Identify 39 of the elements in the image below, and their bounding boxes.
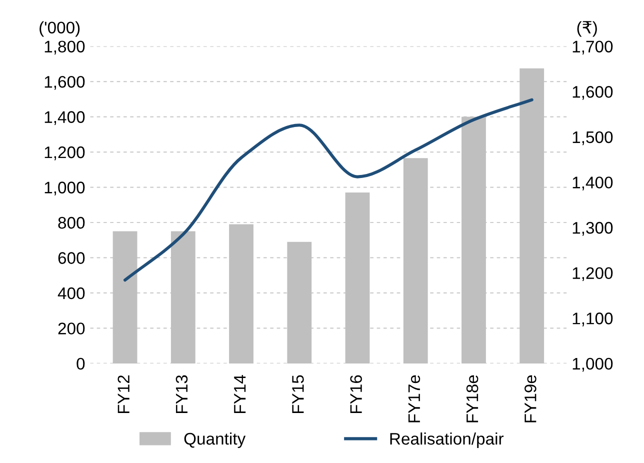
y2-tick-label: 1,200 [572, 267, 613, 282]
legend-label: Realisation/pair [390, 432, 504, 448]
bar [170, 231, 196, 364]
bar [112, 231, 138, 364]
x-tick-label: FY14 [234, 375, 246, 414]
x-tick-label: FY18e [466, 375, 478, 422]
line-series [124, 98, 534, 282]
y-tick-label: 1,000 [44, 182, 85, 196]
y-tick-label: 1,800 [44, 40, 85, 54]
y2-tick-label: 1,000 [572, 358, 613, 372]
y2-tick-label: 1,700 [572, 40, 613, 54]
y2-tick-label: 1,500 [572, 131, 613, 146]
y-tick-label: 1,400 [44, 111, 85, 125]
x-tick-label: FY16 [350, 375, 362, 414]
y-tick-label: 400 [58, 287, 85, 300]
legend-label: Quantity [184, 432, 246, 448]
x-tick-label: FY15 [292, 375, 304, 414]
y2-tick-label: 1,600 [572, 86, 613, 100]
y-axis-title: ('000) [40, 21, 80, 37]
y-tick-label: 0 [76, 358, 85, 370]
x-tick-label: FY13 [176, 375, 188, 414]
bar [462, 116, 486, 364]
bar [403, 158, 428, 364]
x-tick-label: FY17e [408, 375, 420, 422]
y2-tick-label: 1,300 [572, 222, 613, 236]
y-tick-label: 200 [58, 322, 85, 334]
x-tick-label: FY12 [118, 375, 130, 414]
y2-axis-title: (₹) [577, 21, 597, 37]
bar [345, 192, 370, 364]
y-tick-label: 600 [58, 252, 85, 264]
y-tick-label: 800 [58, 216, 85, 229]
bar [229, 224, 254, 364]
bar [287, 242, 312, 364]
y-tick-label: 1,600 [44, 76, 85, 90]
bar [520, 68, 544, 364]
y2-tick-label: 1,100 [572, 312, 613, 326]
y-tick-label: 1,200 [44, 146, 85, 160]
x-tick-label: FY19e [524, 375, 536, 422]
y2-tick-label: 1,400 [572, 176, 613, 190]
